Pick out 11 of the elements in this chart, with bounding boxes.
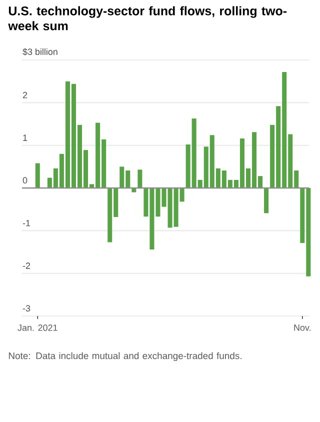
y-tick-label: -1: [22, 220, 30, 226]
text: Note: Data include mutual and exchange-traded funds.: [8, 352, 242, 362]
y-tick-label: $3 billion: [22, 48, 58, 56]
y-tick-label: -3: [22, 305, 30, 312]
x-tick-label: Jan. 2021: [18, 324, 58, 331]
chart-title: U.S. technology-sector fund flows, rolling two-week sum: [8, 6, 287, 30]
y-tick-label: 1: [23, 134, 28, 141]
x-tick-label: Nov.: [294, 324, 310, 331]
y-tick-label: -2: [22, 262, 30, 269]
y-tick-label: 0: [22, 177, 28, 184]
y-tick-label: 2: [22, 92, 28, 98]
